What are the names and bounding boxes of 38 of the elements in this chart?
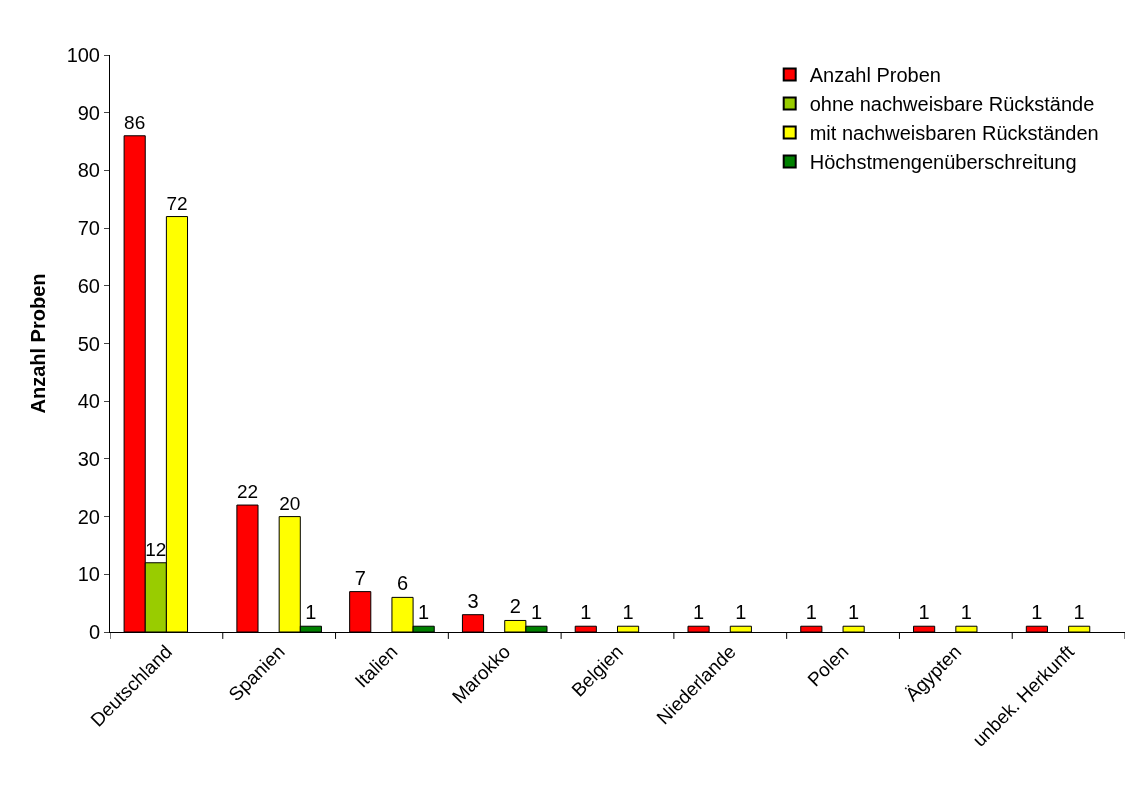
data-label: 20 [279,492,301,514]
y-tick-label: 20 [77,505,100,528]
y-tick-label: 40 [77,390,100,413]
y-tick-label: 0 [88,621,100,643]
data-label: 1 [1031,601,1043,624]
data-label: 1 [305,601,317,624]
y-tick-label: 80 [77,159,100,182]
data-label: 1 [580,601,592,624]
data-label: 12 [145,538,167,560]
data-label: 3 [467,589,479,612]
data-label: 1 [805,601,817,624]
data-label: 86 [124,111,146,133]
y-tick-label: 60 [77,274,100,297]
data-label: 1 [918,601,930,624]
legend-label: Höchstmengenüberschreitung [809,151,1077,174]
data-label: 2 [509,595,521,618]
data-label: 22 [236,481,259,503]
data-label: 7 [354,566,366,589]
data-label: 1 [848,601,860,624]
y-tick-label: 90 [77,101,100,124]
data-label: 1 [622,601,634,624]
legend-label: ohne nachweisbare Rückstände [809,93,1095,116]
legend-label: mit nachweisbaren Rückständen [809,122,1099,145]
y-tick-label: 70 [77,217,100,240]
y-tick-label: 50 [77,332,100,355]
data-label: 1 [960,601,972,624]
data-label: 1 [1073,601,1085,624]
data-label: 1 [693,601,705,624]
y-tick-label: 30 [77,447,100,470]
data-label: 1 [418,601,430,624]
legend-label: Anzahl Proben [809,64,941,87]
y-tick-label: 10 [77,563,100,586]
data-label: 72 [166,192,188,214]
y-axis-title: Anzahl Proben [27,273,50,414]
y-tick-label: 100 [66,44,100,66]
data-label: 1 [735,601,747,624]
data-label: 1 [530,601,542,624]
data-label: 6 [396,572,409,595]
